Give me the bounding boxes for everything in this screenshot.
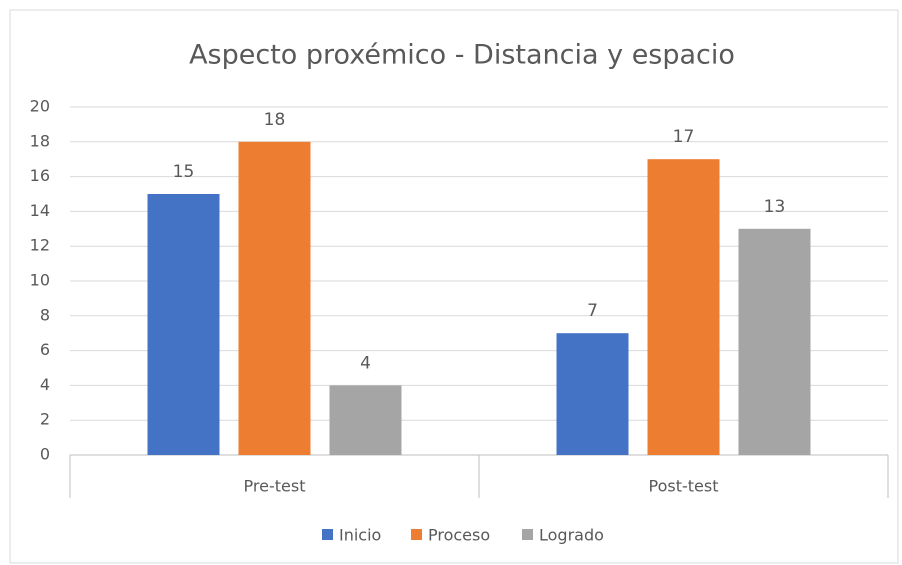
y-tick-label: 0 xyxy=(40,445,50,464)
data-label: 7 xyxy=(587,301,598,321)
legend-swatch xyxy=(522,529,533,540)
bar xyxy=(147,194,220,455)
y-tick-label: 18 xyxy=(30,131,50,150)
data-label: 17 xyxy=(673,127,695,147)
x-tick-label: Post-test xyxy=(649,477,719,496)
y-tick-label: 20 xyxy=(30,97,50,116)
y-tick-label: 14 xyxy=(30,201,50,220)
y-tick-label: 8 xyxy=(40,305,50,324)
y-tick-label: 16 xyxy=(30,166,50,185)
bar xyxy=(647,159,720,455)
y-tick-label: 4 xyxy=(40,375,50,394)
legend-label: Logrado xyxy=(539,526,604,545)
bar xyxy=(556,333,629,455)
legend-swatch xyxy=(322,529,333,540)
data-label: 13 xyxy=(764,197,786,217)
data-label: 4 xyxy=(360,353,371,373)
legend-label: Proceso xyxy=(428,526,490,545)
y-tick-label: 6 xyxy=(40,340,50,359)
y-tick-label: 10 xyxy=(30,271,50,290)
chart-title: Aspecto proxémico - Distancia y espacio xyxy=(189,40,735,71)
legend-label: Inicio xyxy=(339,526,381,545)
legend-swatch xyxy=(411,529,422,540)
y-tick-label: 2 xyxy=(40,410,50,429)
data-label: 18 xyxy=(264,110,286,130)
bar xyxy=(329,385,402,455)
y-tick-label: 12 xyxy=(30,236,50,255)
bar xyxy=(738,228,811,455)
data-label: 15 xyxy=(173,162,195,182)
bar xyxy=(238,141,311,456)
x-tick-label: Pre-test xyxy=(244,477,306,496)
